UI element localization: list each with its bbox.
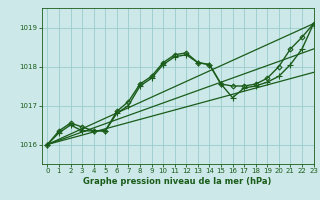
X-axis label: Graphe pression niveau de la mer (hPa): Graphe pression niveau de la mer (hPa) xyxy=(84,177,272,186)
